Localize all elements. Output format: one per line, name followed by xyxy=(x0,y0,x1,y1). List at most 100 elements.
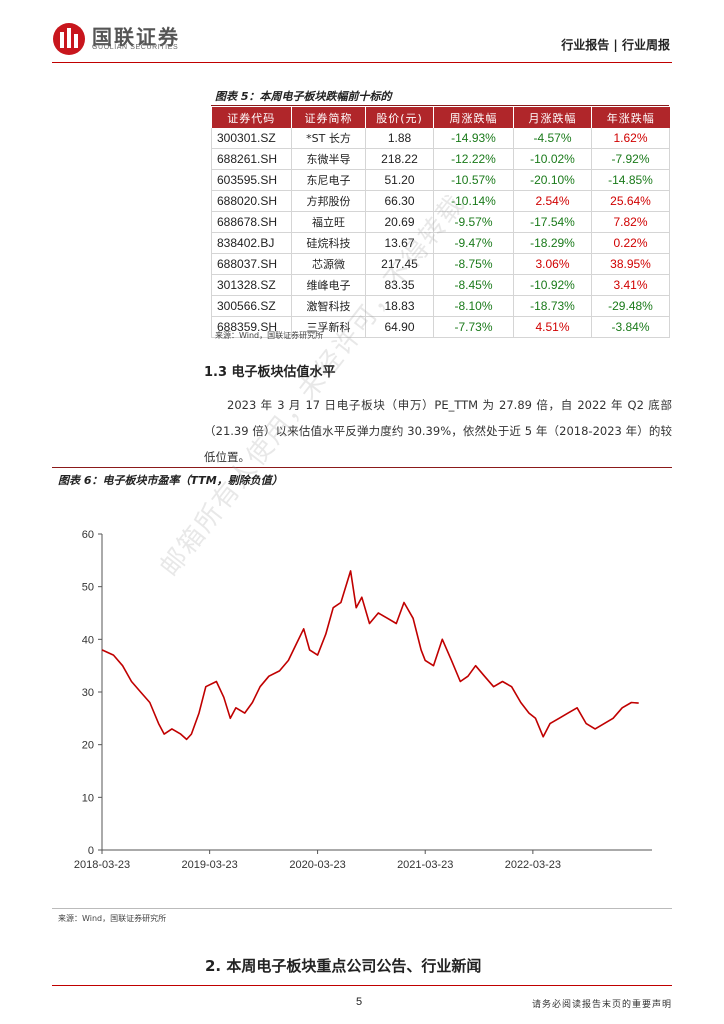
cell-week-change: -8.10% xyxy=(433,295,514,317)
table-row: 688678.SH 福立旺 20.69 -9.57% -17.54% 7.82% xyxy=(211,211,670,233)
cell-year-change: 7.82% xyxy=(591,211,670,233)
cell-name: *ST 长方 xyxy=(291,128,366,149)
cell-year-change: -3.84% xyxy=(591,316,670,338)
cell-month-change: -20.10% xyxy=(513,169,592,191)
cell-price: 18.83 xyxy=(365,295,434,317)
y-tick-label: 20 xyxy=(82,740,94,752)
header-divider xyxy=(52,62,672,63)
cell-price: 51.20 xyxy=(365,169,434,191)
section-title-2: 2. 本周电子板块重点公司公告、行业新闻 xyxy=(205,957,482,975)
section-title: 1.3 电子板块估值水平 xyxy=(204,365,336,380)
cell-name: 维峰电子 xyxy=(291,274,366,296)
cell-week-change: -9.47% xyxy=(433,232,514,254)
cell-price: 218.22 xyxy=(365,148,434,170)
cell-name: 激智科技 xyxy=(291,295,366,317)
header-code: 证券代码 xyxy=(211,107,292,128)
cell-price: 13.67 xyxy=(365,232,434,254)
y-tick-label: 60 xyxy=(82,529,94,541)
cell-year-change: -14.85% xyxy=(591,169,670,191)
y-tick-label: 40 xyxy=(82,634,94,646)
header-year-change: 年涨跌幅 xyxy=(591,107,670,128)
table-row: 301328.SZ 维峰电子 83.35 -8.45% -10.92% 3.41% xyxy=(211,274,670,296)
x-tick-label: 2022-03-23 xyxy=(505,859,561,871)
x-tick-label: 2020-03-23 xyxy=(289,859,345,871)
x-tick-label: 2019-03-23 xyxy=(182,859,238,871)
figure-source-note: 来源：Wind，国联证券研究所 xyxy=(58,914,167,923)
table-row: 688037.SH 芯源微 217.45 -8.75% 3.06% 38.95% xyxy=(211,253,670,275)
page-number: 5 xyxy=(356,996,363,1008)
cell-month-change: 2.54% xyxy=(513,190,592,212)
cell-code: 603595.SH xyxy=(211,169,292,191)
cell-price: 217.45 xyxy=(365,253,434,275)
table-row: 688020.SH 方邦股份 66.30 -10.14% 2.54% 25.64% xyxy=(211,190,670,212)
cell-month-change: -10.92% xyxy=(513,274,592,296)
y-tick-label: 0 xyxy=(88,845,94,857)
pe-series-line xyxy=(101,570,639,741)
header-week-change: 周涨跌幅 xyxy=(433,107,514,128)
cell-name: 方邦股份 xyxy=(291,190,366,212)
cell-week-change: -10.14% xyxy=(433,190,514,212)
cell-month-change: 4.51% xyxy=(513,316,592,338)
cell-price: 64.90 xyxy=(365,316,434,338)
table-source-note: 来源：Wind，国联证券研究所 xyxy=(215,331,324,340)
cell-month-change: -18.29% xyxy=(513,232,592,254)
cell-week-change: -14.93% xyxy=(433,128,514,149)
cell-year-change: 25.64% xyxy=(591,190,670,212)
cell-price: 83.35 xyxy=(365,274,434,296)
table-row: 688359.SH 三孚新科 64.90 -7.73% 4.51% -3.84% xyxy=(211,316,670,338)
cell-code: 688020.SH xyxy=(211,190,292,212)
x-tick-label: 2021-03-23 xyxy=(397,859,453,871)
cell-week-change: -12.22% xyxy=(433,148,514,170)
cell-name: 东微半导 xyxy=(291,148,366,170)
footer-divider xyxy=(52,985,672,986)
brand-name-en: GUOLIAN SECURITIES xyxy=(92,44,179,51)
cell-code: 688678.SH xyxy=(211,211,292,233)
table-header-row: 证券代码 证券简称 股价(元) 周涨跌幅 月涨跌幅 年涨跌幅 xyxy=(211,107,670,128)
cell-year-change: -29.48% xyxy=(591,295,670,317)
cell-price: 1.88 xyxy=(365,128,434,149)
cell-year-change: 1.62% xyxy=(591,128,670,149)
cell-month-change: -10.02% xyxy=(513,148,592,170)
pe-ttm-line-chart: 0 10 20 30 40 50 60 2018-03-23 2019-03-23 2020-03… xyxy=(74,529,652,871)
header-price: 股价(元) xyxy=(365,107,434,128)
cell-year-change: 0.22% xyxy=(591,232,670,254)
cell-name: 福立旺 xyxy=(291,211,366,233)
cell-week-change: -9.57% xyxy=(433,211,514,233)
cell-name: 东尼电子 xyxy=(291,169,366,191)
cell-code: 838402.BJ xyxy=(211,232,292,254)
x-tick-label: 2018-03-23 xyxy=(74,859,130,871)
top-losers-table: 证券代码 证券简称 股价(元) 周涨跌幅 月涨跌幅 年涨跌幅 300301.SZ… xyxy=(211,107,670,338)
cell-code: 688037.SH xyxy=(211,253,292,275)
y-tick-label: 50 xyxy=(82,582,94,594)
cell-week-change: -7.73% xyxy=(433,316,514,338)
cell-year-change: -7.92% xyxy=(591,148,670,170)
cell-week-change: -8.75% xyxy=(433,253,514,275)
cell-month-change: 3.06% xyxy=(513,253,592,275)
section-paragraph: 2023 年 3 月 17 日电子板块（申万）PE_TTM 为 27.89 倍，… xyxy=(204,398,672,464)
table-row: 603595.SH 东尼电子 51.20 -10.57% -20.10% -14.85% xyxy=(211,169,670,191)
header-name: 证券简称 xyxy=(291,107,366,128)
cell-year-change: 3.41% xyxy=(591,274,670,296)
cell-month-change: -18.73% xyxy=(513,295,592,317)
y-tick-label: 10 xyxy=(82,792,94,804)
figure-caption: 图表 6：电子板块市盈率（TTM，剔除负值） xyxy=(58,474,283,487)
cell-week-change: -10.57% xyxy=(433,169,514,191)
cell-code: 688261.SH xyxy=(211,148,292,170)
report-type-label: 行业报告 | 行业周报 xyxy=(561,38,670,52)
cell-name: 芯源微 xyxy=(291,253,366,275)
table-row: 838402.BJ 硅烷科技 13.67 -9.47% -18.29% 0.22% xyxy=(211,232,670,254)
cell-code: 300301.SZ xyxy=(211,128,292,149)
cell-code: 300566.SZ xyxy=(211,295,292,317)
cell-name: 三孚新科 xyxy=(291,316,366,338)
cell-code: 688359.SH xyxy=(211,316,292,338)
table-caption-divider xyxy=(211,105,669,106)
cell-year-change: 38.95% xyxy=(591,253,670,275)
cell-price: 66.30 xyxy=(365,190,434,212)
table-row: 300566.SZ 激智科技 18.83 -8.10% -18.73% -29.48% xyxy=(211,295,670,317)
cell-name: 硅烷科技 xyxy=(291,232,366,254)
table-row: 688261.SH 东微半导 218.22 -12.22% -10.02% -7.92% xyxy=(211,148,670,170)
cell-month-change: -17.54% xyxy=(513,211,592,233)
y-tick-label: 30 xyxy=(82,687,94,699)
disclaimer-note: 请务必阅读报告末页的重要声明 xyxy=(531,1000,672,1010)
cell-code: 301328.SZ xyxy=(211,274,292,296)
